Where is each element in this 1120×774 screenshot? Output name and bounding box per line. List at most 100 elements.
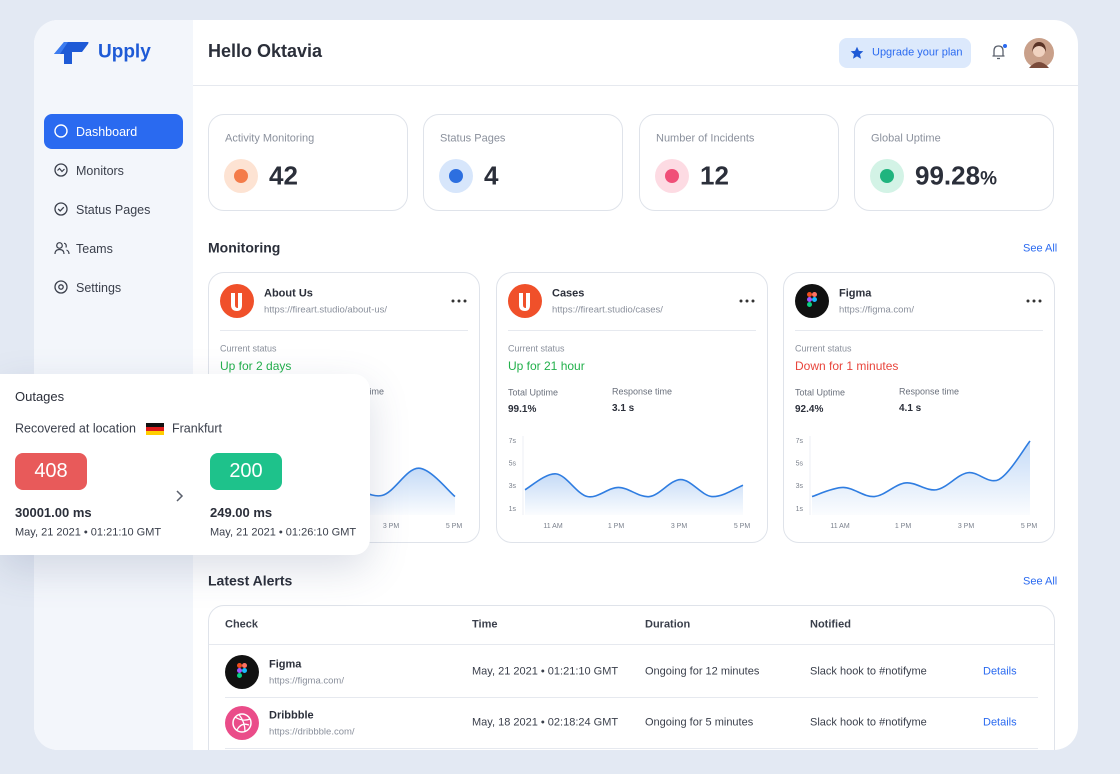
response-line <box>811 440 1031 498</box>
response-chart: 7s 5s 3s 1s 11 AM 1 PM 3 PM 5 PM <box>509 436 751 530</box>
greeting: Hello Oktavia <box>208 41 323 62</box>
nav-label[interactable]: Teams <box>76 241 113 256</box>
nav-item[interactable]: Dashboard <box>44 114 183 149</box>
monitor-url: https://figma.com/ <box>839 304 914 316</box>
x-tick-label: 11 AM <box>543 523 562 530</box>
y-tick-label: 1s <box>509 506 517 513</box>
stat-label: Number of Incidents <box>656 132 755 145</box>
x-tick-label: 3 PM <box>671 523 688 530</box>
stat-value: 42 <box>269 160 298 191</box>
y-tick-label: 1s <box>796 506 804 513</box>
nav-label[interactable]: Dashboard <box>76 124 138 139</box>
more-menu[interactable] <box>1026 299 1042 303</box>
location-label: Recovered at location <box>15 421 136 436</box>
x-tick-label: 3 PM <box>383 523 400 530</box>
table-divider <box>209 644 1054 645</box>
uptime-label: Total Uptime <box>795 387 846 398</box>
row-divider <box>225 697 1038 698</box>
outage-date: May, 21 2021 • 01:26:10 GMT <box>210 526 357 539</box>
nav-label[interactable]: Settings <box>76 280 122 295</box>
monitor-logo <box>220 284 254 318</box>
status-label: Current status <box>220 343 277 354</box>
more-menu[interactable] <box>451 299 467 303</box>
alerts-table <box>208 605 1055 750</box>
more-menu[interactable] <box>739 299 755 303</box>
stat-label: Status Pages <box>440 132 506 145</box>
details-link[interactable]: Details <box>983 716 1017 729</box>
figma-logo <box>225 655 259 689</box>
monitor-name: About Us <box>264 287 313 300</box>
upgrade-label[interactable]: Upgrade your plan <box>872 46 963 59</box>
stat-unit: % <box>980 168 997 190</box>
y-tick-label: 3s <box>509 483 517 490</box>
status-value: Down for 1 minutes <box>795 358 899 373</box>
stat-icon <box>224 159 258 193</box>
outage-time: 30001.00 ms <box>15 505 92 521</box>
stat-card: Global Uptime 99.28% <box>854 114 1054 211</box>
response-area <box>525 473 743 515</box>
see-all-link[interactable]: See All <box>1023 575 1058 588</box>
check-name: Figma <box>269 658 302 671</box>
bell-icon[interactable] <box>990 43 1008 61</box>
nav-item[interactable]: Settings <box>44 270 183 305</box>
uptime-label: Total Uptime <box>508 387 559 398</box>
y-tick-label: 7s <box>509 438 517 445</box>
stat-icon <box>439 159 473 193</box>
stat-value: 12 <box>700 160 729 191</box>
x-tick-label: 3 PM <box>958 523 975 530</box>
alert-time: May, 21 2021 • 01:21:10 GMT <box>472 665 619 678</box>
check-name: Dribbble <box>269 709 314 722</box>
nav-label[interactable]: Monitors <box>76 163 124 178</box>
x-tick-label: 5 PM <box>734 523 751 530</box>
monitor-name: Figma <box>839 287 872 300</box>
check-url: https://dribbble.com/ <box>269 726 355 738</box>
details-link[interactable]: Details <box>983 665 1017 678</box>
outages-title: Outages <box>15 389 65 405</box>
x-tick-label: 5 PM <box>446 523 463 530</box>
row-divider <box>225 748 1038 749</box>
check-url: https://figma.com/ <box>269 675 344 687</box>
y-tick-label: 5s <box>509 461 517 468</box>
x-tick-label: 11 AM <box>830 523 849 530</box>
response-value: 4.1 s <box>899 403 922 414</box>
star-icon <box>850 46 864 59</box>
see-all-link[interactable]: See All <box>1023 242 1058 255</box>
avatar[interactable] <box>1024 38 1054 68</box>
column-header: Duration <box>645 618 691 631</box>
flag-germany <box>146 423 164 435</box>
stat-value: 99.28% <box>915 160 997 191</box>
response-label: Response time <box>612 386 673 397</box>
nav-item[interactable]: Monitors <box>44 153 183 188</box>
y-tick-label: 5s <box>796 461 804 468</box>
response-chart: 7s 5s 3s 1s 11 AM 1 PM 3 PM 5 PM <box>796 436 1038 530</box>
nav-item[interactable]: Teams <box>44 231 183 266</box>
y-tick-label: 3s <box>796 483 804 490</box>
nav-item[interactable]: Status Pages <box>44 192 183 227</box>
dribbble-logo <box>225 706 259 740</box>
stat-icon <box>655 159 689 193</box>
stat-label: Activity Monitoring <box>225 132 315 145</box>
nav-label[interactable]: Status Pages <box>76 202 151 217</box>
response-area <box>812 440 1030 515</box>
x-tick-label: 5 PM <box>1021 523 1038 530</box>
response-label: Response time <box>899 386 960 397</box>
alert-duration: Ongoing for 5 minutes <box>645 716 754 729</box>
alert-notified: Slack hook to #notifyme <box>810 665 927 678</box>
upgrade-button[interactable]: Upgrade your plan <box>839 38 971 68</box>
nav-icon <box>54 242 70 255</box>
y-tick-label: 7s <box>796 438 804 445</box>
monitor-url: https://fireart.studio/about-us/ <box>264 304 388 316</box>
monitor-logo <box>795 284 829 318</box>
status-code-badge: 200 <box>210 453 282 490</box>
alert-time: May, 18 2021 • 02:18:24 GMT <box>472 716 619 729</box>
section-title: Monitoring <box>208 239 281 256</box>
column-header: Check <box>225 618 259 631</box>
nav-icon <box>54 163 68 177</box>
stat-card: Activity Monitoring 42 <box>208 114 408 211</box>
stat-icon <box>870 159 904 193</box>
monitor-url: https://fireart.studio/cases/ <box>552 304 663 316</box>
monitor-name: Cases <box>552 287 585 300</box>
x-tick-label: 1 PM <box>608 523 625 530</box>
column-header: Notified <box>810 618 851 631</box>
